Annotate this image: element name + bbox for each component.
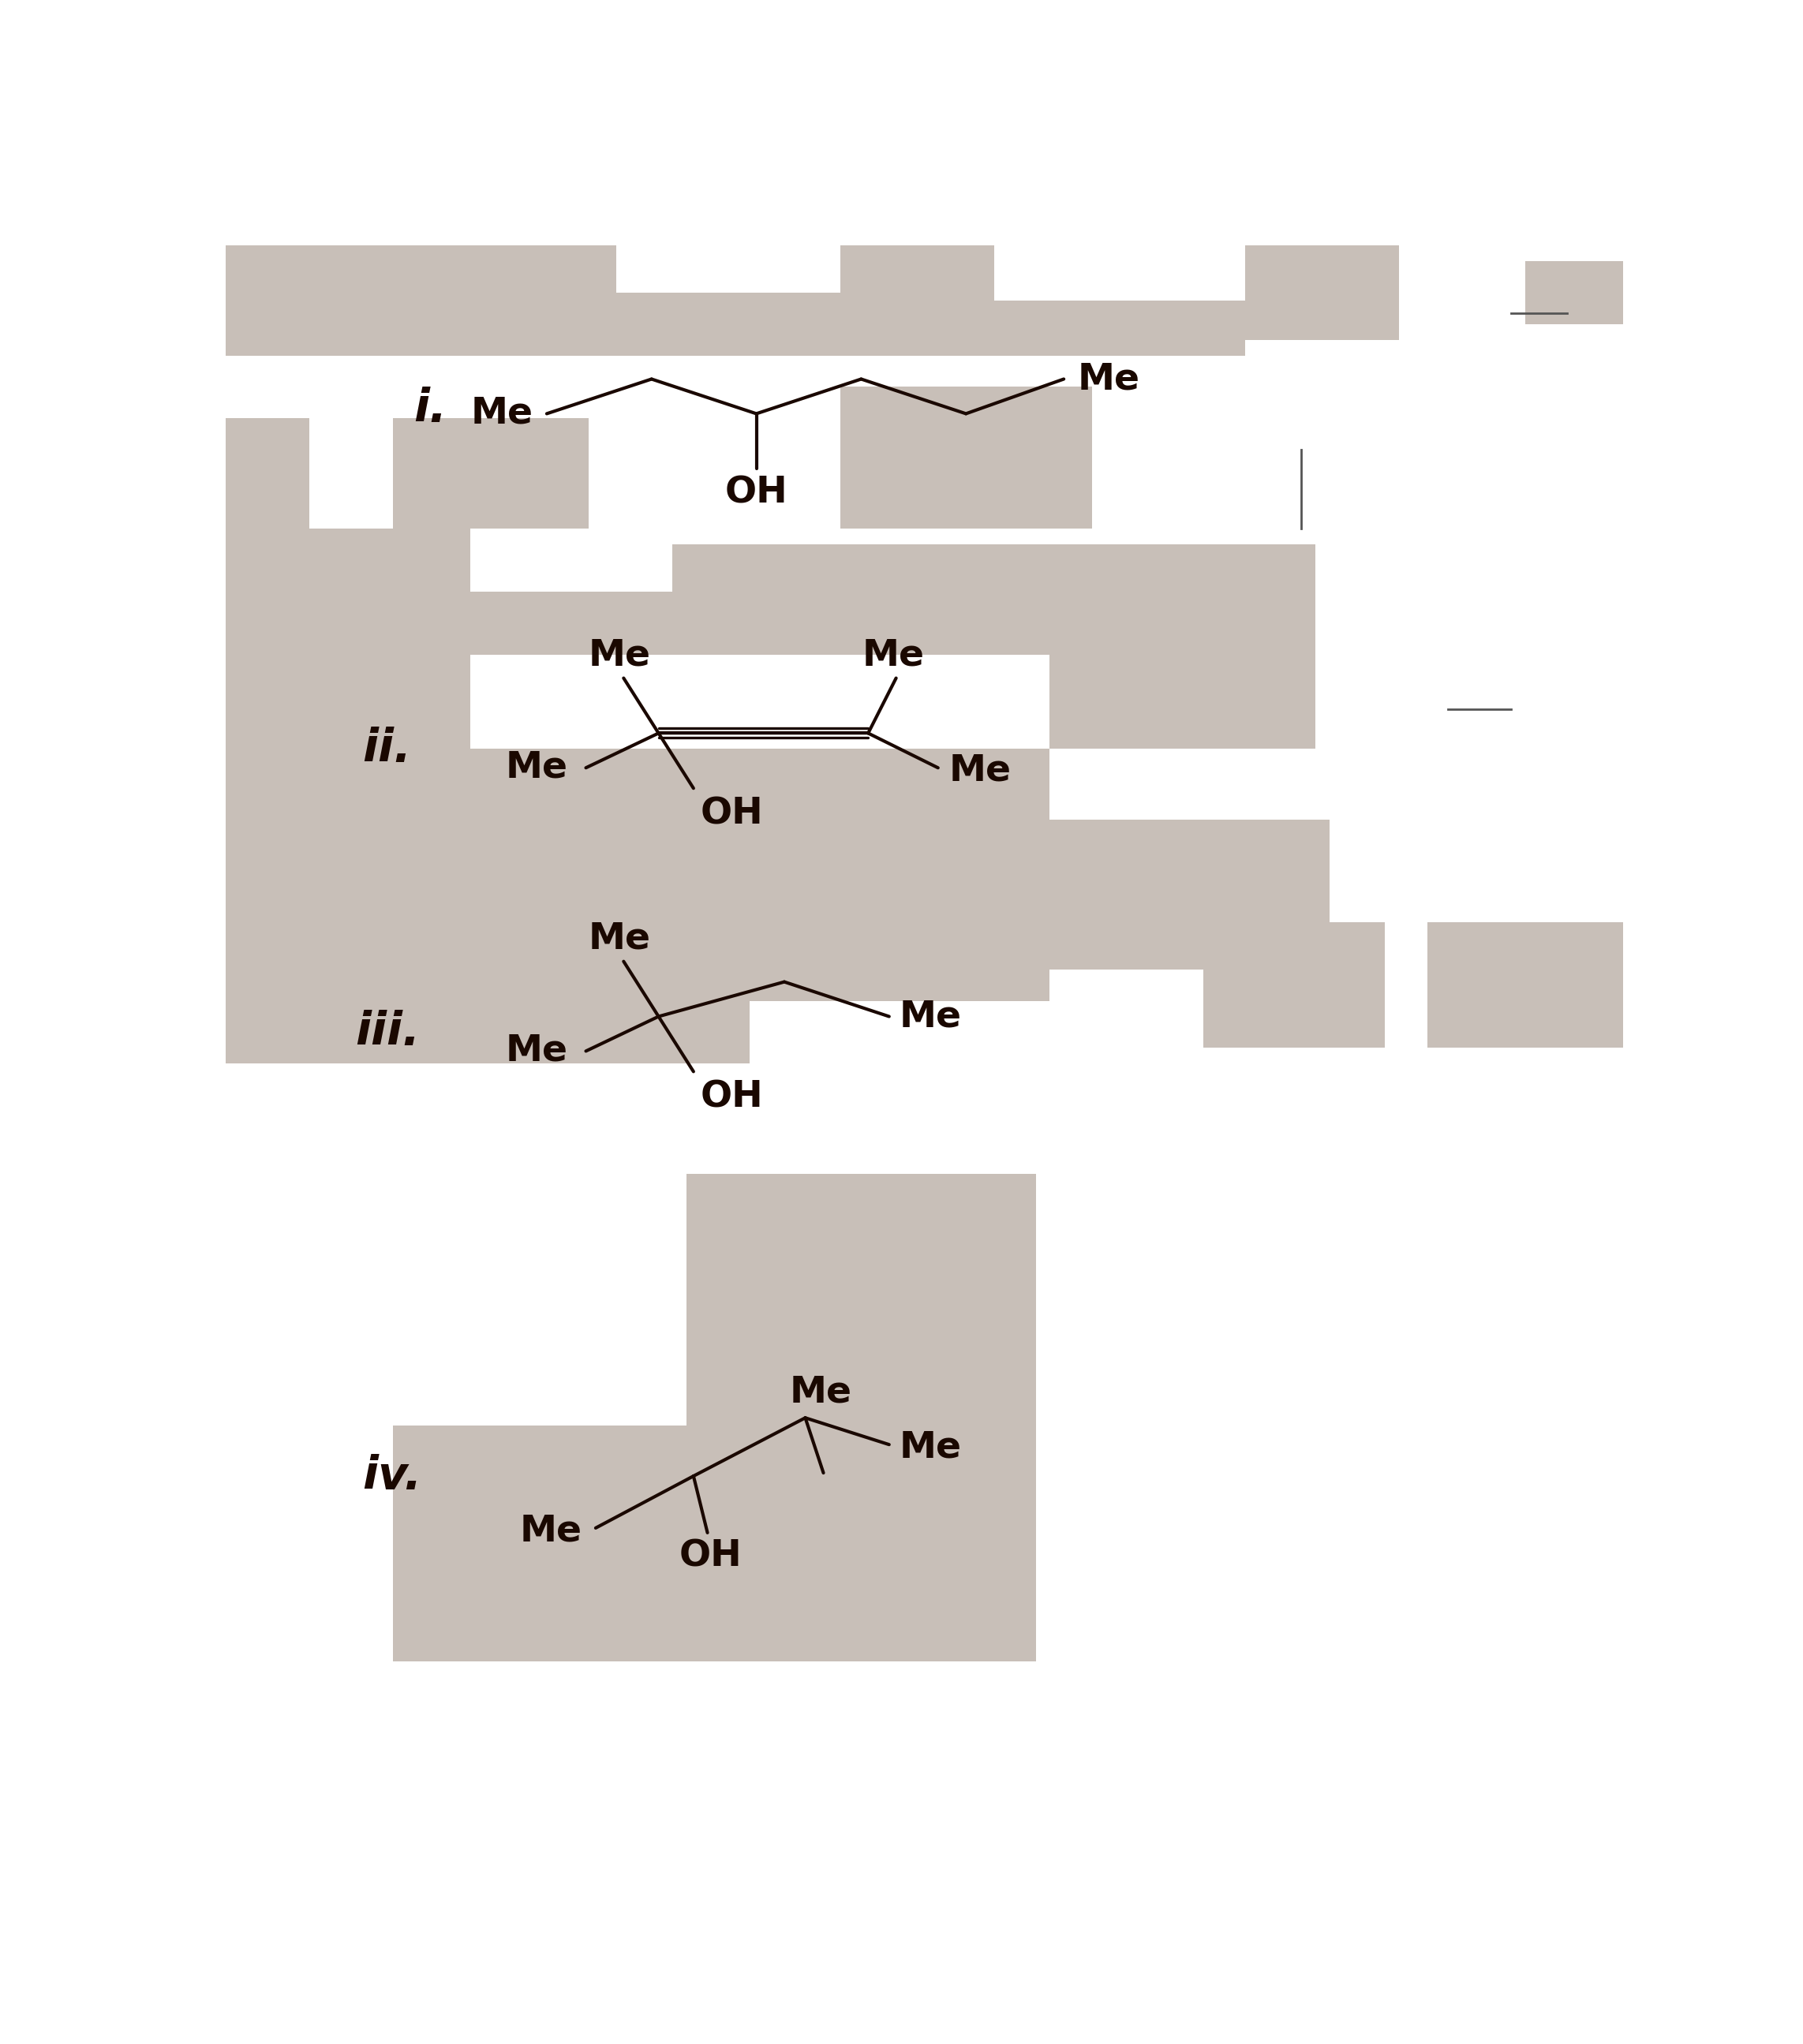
Text: Me: Me: [790, 1374, 851, 1410]
Text: Me: Me: [588, 922, 651, 957]
Text: ii.: ii.: [362, 726, 411, 771]
Bar: [225, 529, 471, 654]
Bar: [1049, 820, 1329, 969]
Bar: [840, 300, 1246, 356]
Bar: [840, 245, 993, 300]
Bar: [687, 1173, 1035, 1331]
Text: Me: Me: [948, 752, 1011, 789]
Text: Me: Me: [862, 638, 925, 672]
Text: Me: Me: [505, 1034, 568, 1069]
Bar: [393, 1543, 687, 1662]
Text: iv.: iv.: [362, 1453, 422, 1498]
Bar: [840, 386, 1091, 529]
Text: OH: OH: [725, 474, 788, 511]
Bar: [393, 1427, 687, 1543]
Bar: [1049, 654, 1316, 748]
Bar: [687, 1543, 1035, 1662]
Text: Me: Me: [519, 1513, 582, 1549]
Text: Me: Me: [588, 638, 651, 672]
Bar: [483, 875, 1049, 1002]
Bar: [1049, 544, 1316, 654]
Text: OH: OH: [701, 795, 763, 832]
Bar: [617, 292, 840, 356]
Bar: [1525, 262, 1623, 323]
Bar: [1246, 245, 1399, 339]
Bar: [1428, 922, 1623, 1049]
Bar: [483, 1002, 750, 1063]
Text: Me: Me: [1078, 362, 1139, 397]
Bar: [225, 245, 617, 356]
Bar: [1204, 858, 1302, 938]
Text: i.: i.: [415, 386, 447, 431]
Text: OH: OH: [701, 1079, 763, 1114]
Bar: [471, 748, 1049, 875]
Bar: [1204, 922, 1385, 1049]
Bar: [687, 1331, 1035, 1441]
Text: iii.: iii.: [355, 1010, 420, 1055]
Bar: [687, 1441, 1035, 1543]
Bar: [225, 654, 471, 875]
Text: Me: Me: [900, 1000, 961, 1034]
Text: OH: OH: [678, 1539, 741, 1574]
Bar: [393, 419, 588, 529]
Bar: [673, 544, 1049, 654]
Bar: [471, 591, 673, 654]
Bar: [225, 419, 310, 529]
Text: Me: Me: [471, 397, 534, 431]
Text: Me: Me: [900, 1431, 961, 1466]
Bar: [225, 875, 483, 1063]
Text: Me: Me: [505, 750, 568, 785]
